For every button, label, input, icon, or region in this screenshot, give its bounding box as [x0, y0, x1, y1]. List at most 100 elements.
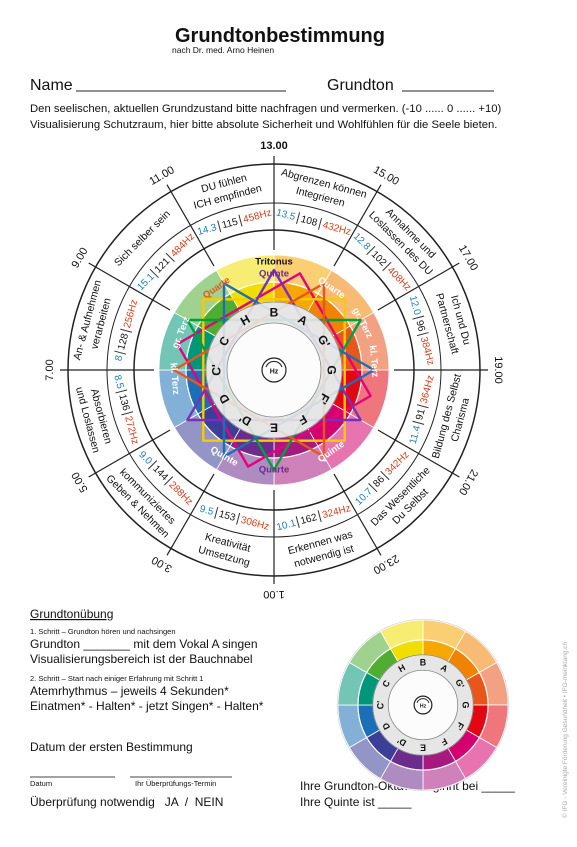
review-label: Ihr Überprüfungs-Termin: [135, 779, 216, 788]
hour-label: 21.00: [456, 467, 480, 497]
step-line: Grundton _______ mit dem Vokal A singen: [30, 637, 258, 651]
note: G': [453, 677, 466, 690]
dates-heading: Datum der ersten Bestimmung: [30, 740, 193, 754]
sector-divider: [88, 429, 171, 478]
copyright: © IFG - Vereinigte Förderung Gesundheit …: [561, 641, 569, 818]
separator: [149, 268, 159, 279]
hour-label: 11.00: [147, 164, 176, 188]
interval-label: Quarte: [259, 465, 290, 476]
separator: [217, 220, 222, 233]
frequency-part: 136: [117, 393, 132, 412]
frequency-part: 91: [414, 407, 428, 421]
exercise-heading: Grundtonübung: [30, 607, 113, 621]
frequency-part: 8: [113, 354, 125, 363]
note: G: [461, 702, 471, 709]
separator: [380, 470, 390, 481]
date-label: Datum: [30, 779, 52, 788]
interval-label: Quinte: [259, 269, 289, 280]
hour-label: 5.00: [69, 470, 90, 495]
separator: [147, 460, 158, 470]
separator: [120, 328, 133, 333]
frequency-part: 14.3: [196, 222, 218, 238]
frequency-part: 11.4: [407, 424, 423, 445]
octave-line: Ihre Quinte ist _____: [300, 795, 412, 809]
frequency-part: 8.5: [112, 374, 126, 391]
subtitle: nach Dr. med. Arno Heinen: [172, 45, 274, 55]
instruction: Visualisierung Schutzraum, hier bitte ab…: [30, 119, 497, 131]
note: E: [420, 743, 426, 753]
note: C: [380, 678, 392, 689]
separator: [416, 332, 429, 337]
step-line: Visualisierungsbereich ist der Bauchnabe…: [30, 652, 253, 666]
hour-label: 19.00: [492, 356, 504, 384]
hour-label: 13.00: [260, 140, 288, 152]
frequency-part: 12.0: [407, 294, 423, 316]
separator: [115, 389, 128, 394]
color-ring: [185, 281, 363, 459]
frequency-part: 162: [299, 512, 318, 527]
separator: [317, 218, 323, 230]
sector-divider: [333, 184, 382, 267]
center-arrow: [416, 698, 430, 704]
frequency-part: 13.5: [275, 207, 297, 223]
center-arrow: [265, 360, 283, 368]
hour-label: 7.00: [44, 359, 56, 380]
sector-divider: [166, 184, 215, 267]
frequency-part: 9.5: [198, 503, 215, 517]
interval-label: kl. Terz: [168, 362, 182, 395]
separator: [163, 476, 174, 486]
separator: [214, 506, 219, 519]
step-title: 1. Schritt – Grundton hören und nachsing…: [30, 627, 176, 636]
sector-divider: [333, 473, 382, 556]
separator: [236, 512, 241, 525]
separator: [366, 245, 376, 256]
separator: [317, 510, 322, 523]
note: C': [376, 701, 386, 710]
separator: [295, 516, 300, 528]
sector-divider: [377, 429, 460, 478]
center-label: Hz: [270, 369, 279, 376]
hour-label: 23.00: [371, 552, 401, 576]
step-title: 2. Schritt – Start nach einiger Erfahrun…: [30, 674, 203, 683]
note: F: [439, 736, 449, 748]
color-ring: [357, 639, 489, 771]
hour-label: 1.00: [263, 588, 284, 600]
frequency-part: 96: [414, 319, 428, 333]
interval-label: Tritonus: [255, 257, 292, 268]
note: G: [325, 365, 339, 374]
instruction: Den seelischen, aktuellen Grundzustand b…: [30, 103, 502, 115]
frequency-part: 115: [221, 216, 240, 231]
step-line: Atemrhythmus – jeweils 4 Sekunden*: [30, 684, 229, 698]
note: C': [210, 364, 224, 376]
separator: [382, 261, 392, 272]
separator: [296, 212, 301, 224]
small-wheel-outline: [337, 619, 509, 791]
separator: [412, 420, 425, 425]
note: A: [439, 662, 450, 674]
interval-label: kl. Terz: [367, 345, 381, 378]
separator: [165, 252, 175, 262]
note: B: [420, 658, 426, 668]
center-label: Hz: [420, 703, 427, 709]
note: H: [396, 662, 407, 674]
title: Grundtonbestimmung: [175, 25, 385, 47]
separator: [238, 214, 243, 227]
step-line: Einatmen* - Halten* - jetzt Singen* - Ha…: [30, 699, 264, 713]
hour-label: 17.00: [456, 243, 480, 273]
frequency-part: 10.1: [275, 517, 297, 533]
hour-label: 3.00: [150, 553, 175, 574]
separator: [412, 315, 425, 320]
separator: [368, 482, 378, 493]
sector-divider: [377, 262, 460, 311]
name-label: Name: [30, 77, 73, 94]
review-question: Überprüfung notwendig JA / NEIN: [30, 795, 223, 809]
separator: [121, 411, 134, 416]
frequency-part: 108: [300, 214, 319, 229]
sector-divider: [88, 262, 171, 311]
separator: [114, 350, 127, 355]
note: F': [454, 720, 466, 732]
note: E: [270, 421, 278, 435]
hour-label: 9.00: [69, 246, 90, 271]
